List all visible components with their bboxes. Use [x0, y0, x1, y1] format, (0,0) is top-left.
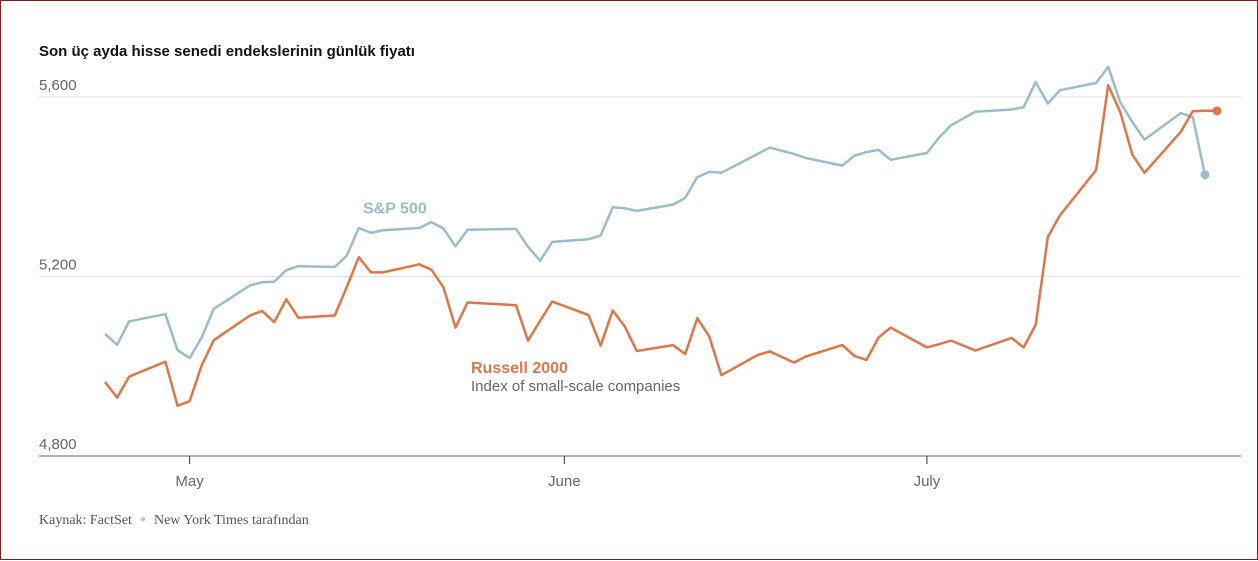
sp500-line	[104, 65, 1207, 360]
source-text: Kaynak: FactSet	[39, 513, 132, 528]
x-tick-label: July	[914, 473, 941, 490]
russell-end-point	[1212, 106, 1222, 116]
series-labels: S&P 500 Russell 2000 Index of small-scal…	[363, 201, 680, 395]
series-lines	[104, 65, 1222, 407]
russell-label: Russell 2000	[471, 360, 568, 377]
sp500-end-point	[1200, 170, 1210, 180]
russell-sublabel: Index of small-scale companies	[471, 378, 680, 395]
source-footer: Kaynak: FactSet ● New York Times tarafında…	[39, 513, 309, 529]
credit-text: New York Times tarafından	[153, 513, 309, 528]
x-axis: May June July	[175, 456, 941, 490]
x-tick-label: May	[175, 473, 204, 490]
y-tick-label: 4,800	[39, 436, 77, 453]
x-tick-label: June	[548, 473, 581, 490]
chart-title: Son üç ayda hisse senedi endekslerinin g…	[39, 43, 415, 60]
separator-dot-icon: ●	[139, 514, 146, 525]
y-tick-label: 5,600	[39, 77, 77, 94]
russell-line	[104, 83, 1217, 407]
gridlines	[39, 96, 1241, 457]
y-axis: 4,800 5,200 5,600	[39, 77, 77, 453]
y-tick-label: 5,200	[39, 256, 77, 273]
sp500-label: S&P 500	[363, 201, 427, 218]
